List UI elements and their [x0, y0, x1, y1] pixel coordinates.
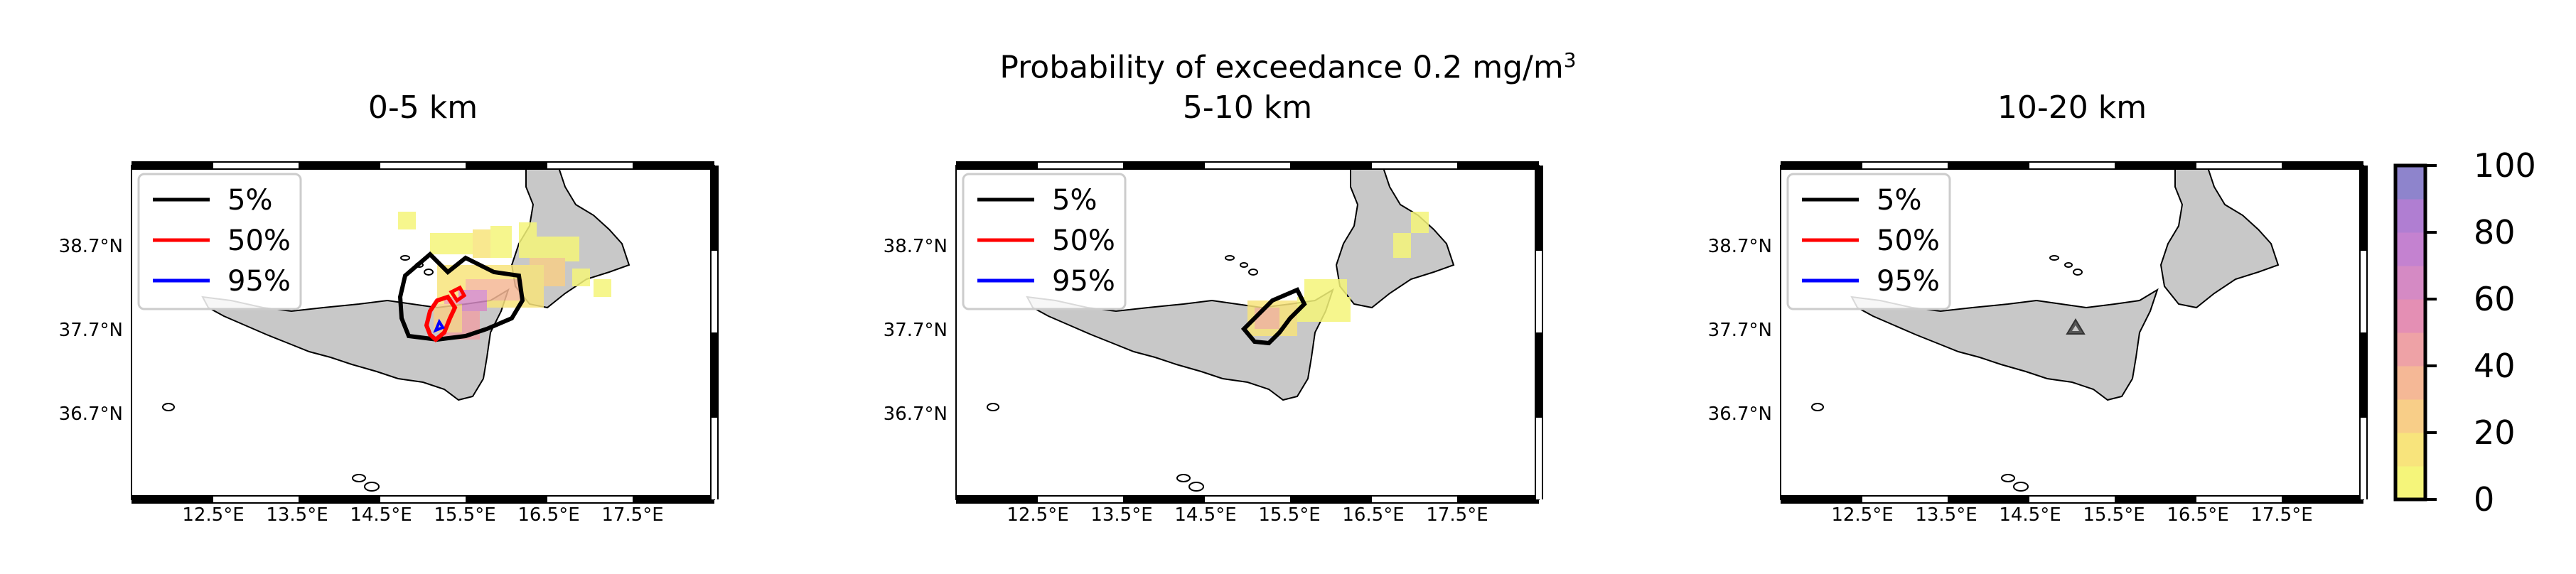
panel-10-20km: 5% 50% 95% 38.7°N 37.7°N 36.7°N 12.5°E 1… — [1708, 161, 2368, 526]
contour-50pct — [424, 294, 458, 342]
panel-title-0: 0-5 km — [367, 90, 478, 126]
legend-label-95pct: 95% — [227, 265, 291, 298]
x-tick-label: 15.5°E — [434, 504, 495, 526]
x-tick-label: 13.5°E — [1915, 504, 1977, 526]
suptitle-main: Probability of exceedance 0.2 mg/m — [999, 49, 1564, 86]
colorbar-ticks — [2425, 164, 2437, 501]
y-tick-label: 37.7°N — [884, 320, 948, 341]
x-tick-label: 12.5°E — [1007, 504, 1068, 526]
map-border — [132, 161, 719, 504]
map-border — [956, 161, 1543, 504]
x-tick-label: 16.5°E — [2167, 504, 2228, 526]
x-tick-label: 13.5°E — [266, 504, 328, 526]
x-tick-label: 16.5°E — [1342, 504, 1404, 526]
contour-50pct-inner — [449, 285, 467, 303]
colorbar-step — [2395, 466, 2425, 500]
y-tick-label: 37.7°N — [1708, 320, 1772, 341]
y-tick-label: 38.7°N — [59, 236, 123, 257]
figure-suptitle: Probability of exceedance 0.2 mg/m3 — [0, 48, 2576, 86]
colorbar-tick-label: 80 — [2474, 213, 2516, 251]
colorbar-tick-label: 0 — [2474, 480, 2494, 519]
panel-title-1: 5-10 km — [1182, 90, 1313, 126]
x-tick-label: 17.5°E — [2250, 504, 2312, 526]
x-tick-label: 16.5°E — [517, 504, 579, 526]
legend-label-95pct: 95% — [1052, 265, 1115, 298]
colorbar-tick-label: 20 — [2474, 413, 2516, 452]
legend-label-50pct: 50% — [1052, 224, 1115, 257]
colorbar-step — [2395, 166, 2425, 200]
legend-label-5pct: 5% — [1052, 184, 1097, 217]
colorbar-frame — [2393, 163, 2427, 502]
x-tick-label: 12.5°E — [1831, 504, 1893, 526]
y-tick-label: 36.7°N — [1708, 404, 1772, 425]
map-border — [1781, 161, 2368, 504]
y-tick-label: 37.7°N — [59, 320, 123, 341]
legend-label-5pct: 5% — [227, 184, 272, 217]
legend-label-95pct: 95% — [1877, 265, 1940, 298]
colorbar-step — [2395, 266, 2425, 300]
y-tick-label: 38.7°N — [1708, 236, 1772, 257]
contour-95pct — [433, 318, 445, 333]
colorbar: 100 80 60 40 20 0 — [2393, 146, 2536, 519]
panel-title-2: 10-20 km — [1997, 90, 2147, 126]
contour-5pct — [397, 251, 525, 342]
panel-0-5km: 5% 50% 95% 38.7°N 37.7°N 36.7°N 12.5°E 1… — [59, 161, 719, 526]
x-tick-label: 15.5°E — [2083, 504, 2145, 526]
x-tick-label: 12.5°E — [182, 504, 244, 526]
colorbar-tick-label: 60 — [2474, 280, 2516, 318]
y-tick-label: 38.7°N — [884, 236, 948, 257]
legend-label-5pct: 5% — [1877, 184, 1921, 217]
colorbar-steps — [2395, 166, 2425, 500]
x-tick-label: 14.5°E — [1999, 504, 2061, 526]
colorbar-step — [2395, 433, 2425, 467]
colorbar-step — [2395, 299, 2425, 333]
colorbar-tick-label: 40 — [2474, 347, 2516, 385]
x-tick-label: 14.5°E — [350, 504, 412, 526]
legend-label-50pct: 50% — [227, 224, 291, 257]
legend: 5% 50% 95% — [962, 173, 1127, 310]
legend-label-50pct: 50% — [1877, 224, 1940, 257]
x-tick-label: 17.5°E — [1426, 504, 1488, 526]
legend: 5% 50% 95% — [137, 173, 302, 310]
x-tick-label: 17.5°E — [601, 504, 663, 526]
volcano-icon-inner — [2072, 325, 2079, 331]
x-tick-label: 13.5°E — [1090, 504, 1152, 526]
suptitle-superscript: 3 — [1563, 48, 1577, 72]
x-tick-label: 14.5°E — [1174, 504, 1236, 526]
y-tick-label: 36.7°N — [59, 404, 123, 425]
y-tick-label: 36.7°N — [884, 404, 948, 425]
colorbar-step — [2395, 332, 2425, 367]
colorbar-step — [2395, 199, 2425, 233]
colorbar-step — [2395, 366, 2425, 400]
contour-5pct — [1240, 287, 1307, 346]
legend: 5% 50% 95% — [1786, 173, 1951, 310]
colorbar-tick-label: 100 — [2474, 146, 2536, 185]
x-tick-label: 15.5°E — [1258, 504, 1320, 526]
colorbar-step — [2395, 399, 2425, 433]
colorbar-step — [2395, 232, 2425, 266]
panel-5-10km: 5% 50% 95% 38.7°N 37.7°N 36.7°N 12.5°E 1… — [884, 161, 1543, 526]
